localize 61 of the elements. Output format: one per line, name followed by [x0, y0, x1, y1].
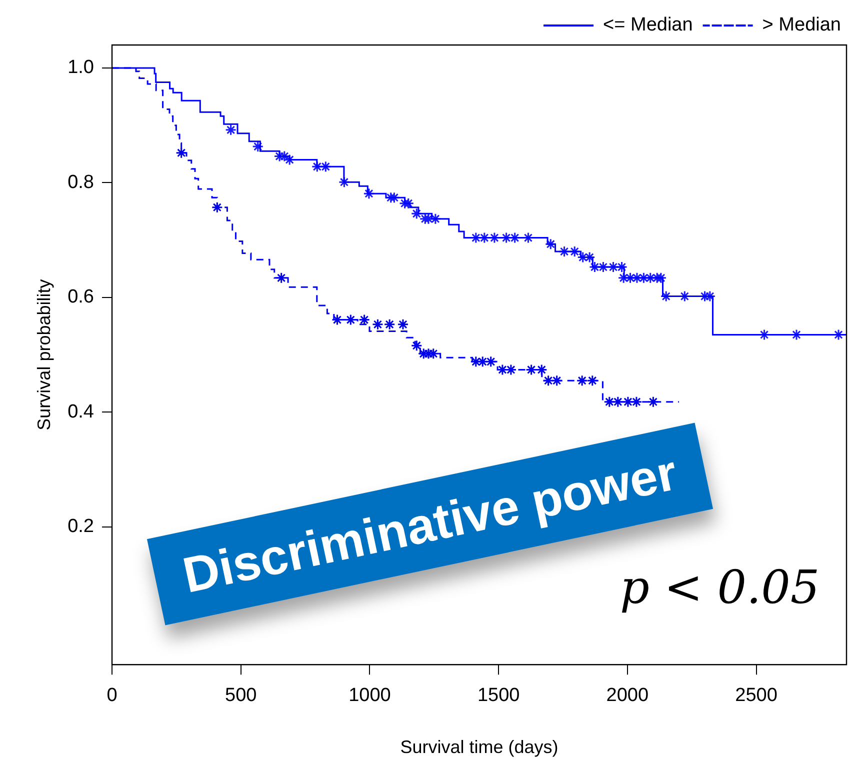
x-tick-label: 0 [106, 685, 118, 706]
point [638, 272, 650, 284]
point [225, 124, 237, 136]
point [604, 396, 616, 408]
x-axis-title: Survival time (days) [400, 737, 558, 758]
point [551, 374, 563, 386]
point [384, 318, 396, 330]
point [704, 290, 716, 302]
y-tick-label: 1.0 [68, 57, 94, 78]
point [622, 396, 634, 408]
point [660, 290, 672, 302]
point [558, 246, 570, 258]
point [586, 374, 598, 386]
point [644, 272, 656, 284]
point [616, 261, 628, 273]
point [252, 140, 264, 152]
point [476, 356, 488, 368]
point [338, 176, 350, 188]
point [624, 272, 636, 284]
point [372, 318, 384, 330]
point [576, 374, 588, 386]
y-tick-label: 0.6 [68, 286, 94, 308]
y-axis-title: Survival probability [34, 279, 54, 430]
x-tick-label: 500 [225, 685, 257, 706]
point [588, 261, 600, 273]
point [418, 348, 430, 360]
point [608, 261, 620, 273]
y-tick-label: 0.4 [68, 401, 94, 422]
point [597, 261, 609, 273]
point [311, 160, 323, 172]
legend-label: > Median [762, 14, 842, 36]
point [505, 364, 517, 376]
point [568, 246, 580, 258]
point [618, 272, 630, 284]
point [276, 272, 288, 284]
x-tick-label: 1500 [477, 685, 520, 706]
point [544, 238, 556, 250]
point [320, 160, 332, 172]
legend-label: <= Median [603, 14, 693, 36]
point [647, 396, 659, 408]
x-tick-label: 2000 [606, 685, 649, 706]
point [284, 154, 296, 166]
point [536, 364, 548, 376]
point [630, 396, 642, 408]
y-tick-label: 0.8 [68, 172, 94, 193]
x-tick-label: 1000 [348, 685, 391, 706]
point [470, 356, 482, 368]
point [211, 202, 223, 214]
y-tick-label: 0.2 [68, 516, 94, 538]
point [363, 188, 375, 200]
point [485, 356, 497, 368]
point [410, 340, 422, 352]
point [430, 213, 442, 225]
x-tick-label: 2500 [735, 685, 778, 706]
point [428, 348, 440, 360]
point [542, 374, 554, 386]
point [631, 272, 643, 284]
point [410, 208, 422, 220]
point [612, 396, 624, 408]
point [397, 318, 409, 330]
point [176, 147, 188, 159]
